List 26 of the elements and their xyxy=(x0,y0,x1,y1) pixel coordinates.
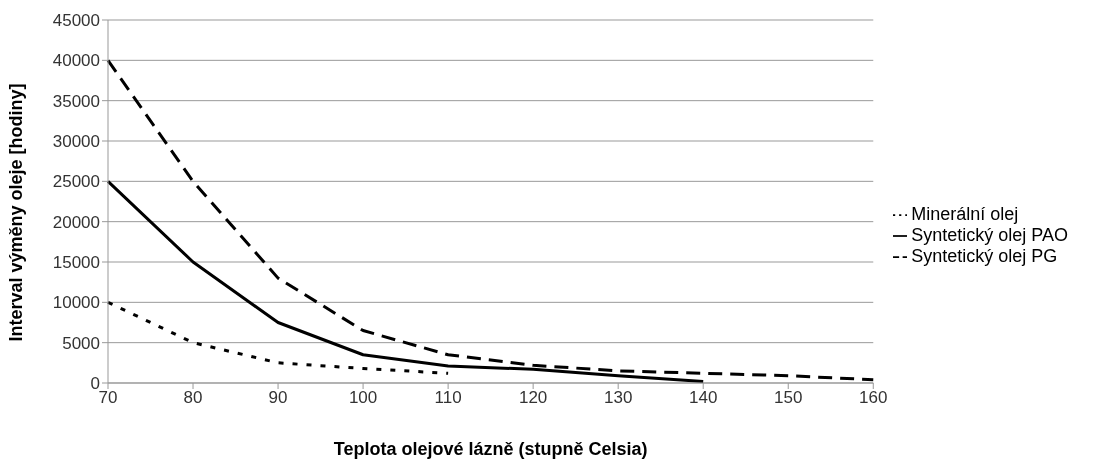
x-tick-label: 90 xyxy=(268,388,288,408)
y-tick-label: 40000 xyxy=(52,51,100,71)
legend-label: Syntetický olej PG xyxy=(911,246,1058,266)
y-tick-label: 35000 xyxy=(52,91,100,111)
x-tick-label: 120 xyxy=(518,388,548,408)
x-axis-title: Teplota olejové lázně (stupně Celsia) xyxy=(333,439,648,459)
y-tick-label: 25000 xyxy=(52,172,100,192)
y-tick-label: 30000 xyxy=(52,132,100,152)
x-tick-label: 110 xyxy=(434,388,462,408)
x-tick-label: 100 xyxy=(348,388,378,408)
y-axis-title: Interval výměny oleje [hodiny] xyxy=(6,83,27,342)
x-tick-label: 130 xyxy=(603,388,633,408)
x-tick-label: 160 xyxy=(859,388,888,408)
x-tick-label: 150 xyxy=(774,388,803,408)
x-tick-label: 70 xyxy=(98,388,118,408)
y-tick-label: 10000 xyxy=(52,293,100,313)
x-tick-label: 140 xyxy=(689,388,718,408)
x-tick-label: 80 xyxy=(183,388,203,408)
y-tick-label: 5000 xyxy=(62,333,100,353)
y-tick-label: 45000 xyxy=(52,11,100,31)
legend-label: Minerální olej xyxy=(911,204,1019,224)
y-tick-label: 0 xyxy=(90,374,100,394)
line-series xyxy=(106,300,450,375)
y-tick-label: 20000 xyxy=(52,212,100,232)
y-tick-label: 15000 xyxy=(52,253,100,273)
legend-label: Syntetický olej PAO xyxy=(911,225,1068,245)
